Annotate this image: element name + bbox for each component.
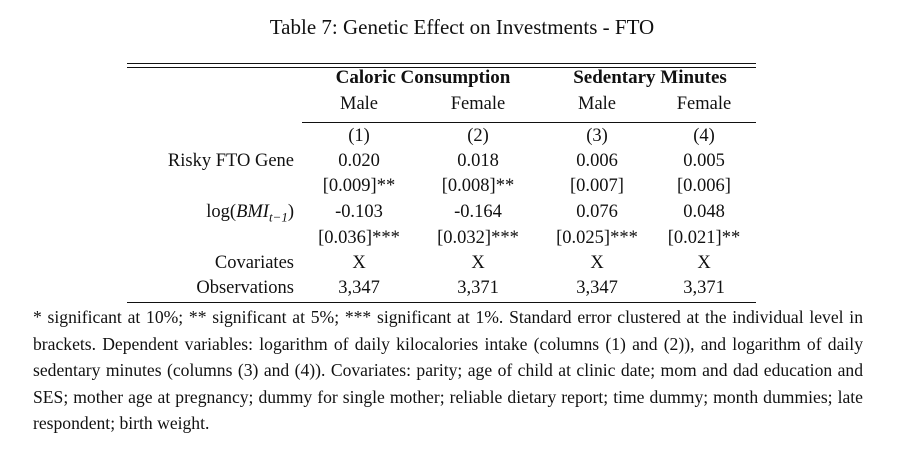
- top-rule-2: [127, 67, 756, 68]
- obs-2: 3,371: [457, 278, 499, 298]
- cov-1: X: [352, 253, 366, 273]
- bmi-coef-3: 0.076: [576, 202, 618, 222]
- fto-coef-1: 0.020: [338, 151, 380, 171]
- cov-3: X: [590, 253, 604, 273]
- colnum-3: (3): [586, 126, 608, 146]
- subhead-col4: Female: [676, 94, 732, 114]
- table-caption: Table 7: Genetic Effect on Investments -…: [269, 15, 655, 39]
- header-rule: [302, 122, 756, 123]
- colnum-1: (1): [348, 126, 370, 146]
- fto-se-3: [0.007]: [570, 176, 624, 196]
- row-label-covariates: Covariates: [214, 253, 294, 273]
- fto-coef-3: 0.006: [576, 151, 618, 171]
- fto-coef-4: 0.005: [683, 151, 725, 171]
- row-label-fto: Risky FTO Gene: [167, 151, 294, 171]
- fto-se-2: [0.008]**: [441, 176, 515, 196]
- bmi-coef-4: 0.048: [683, 202, 725, 222]
- bmi-se-2: [0.032]***: [437, 228, 519, 248]
- fto-coef-2: 0.018: [457, 151, 499, 171]
- cov-4: X: [697, 253, 711, 273]
- bmi-se-4: [0.021]**: [667, 228, 741, 248]
- cov-2: X: [471, 253, 485, 273]
- log-bmi-math: BMI: [236, 202, 269, 222]
- row-label-log-bmi: log(BMIt−1): [206, 202, 294, 226]
- subhead-col2: Female: [450, 94, 506, 114]
- top-rule-1: [127, 63, 756, 64]
- bmi-se-3: [0.025]***: [556, 228, 638, 248]
- group-header-sedentary: Sedentary Minutes: [573, 67, 727, 88]
- bmi-coef-1: -0.103: [335, 202, 383, 222]
- obs-1: 3,347: [338, 278, 380, 298]
- table-notes: * significant at 10%; ** significant at …: [33, 307, 863, 433]
- bmi-coef-2: -0.164: [454, 202, 502, 222]
- log-bmi-suffix: ): [287, 202, 294, 222]
- subhead-col1: Male: [339, 94, 379, 114]
- obs-3: 3,347: [576, 278, 618, 298]
- bottom-rule: [127, 302, 756, 303]
- fto-se-1: [0.009]**: [322, 176, 396, 196]
- subhead-col3: Male: [577, 94, 617, 114]
- obs-4: 3,371: [683, 278, 725, 298]
- colnum-4: (4): [693, 126, 715, 146]
- group-header-caloric: Caloric Consumption: [335, 67, 511, 88]
- colnum-2: (2): [467, 126, 489, 146]
- fto-se-4: [0.006]: [677, 176, 731, 196]
- row-label-observations: Observations: [196, 278, 294, 298]
- log-bmi-sub: t−1: [268, 209, 288, 225]
- bmi-se-1: [0.036]***: [318, 228, 400, 248]
- log-bmi-prefix: log(: [206, 202, 237, 222]
